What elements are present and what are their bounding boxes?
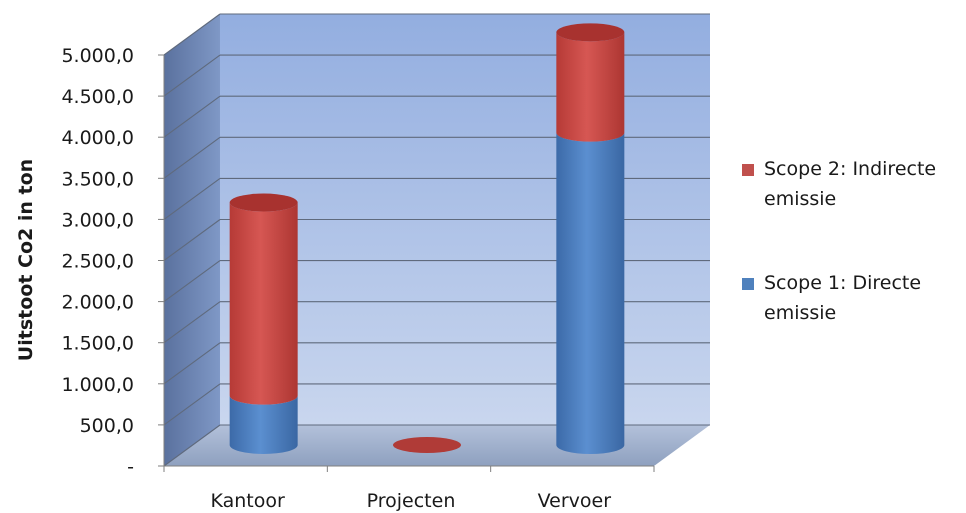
gridline-diagonal	[163, 136, 221, 179]
gridline-diagonal	[163, 95, 221, 138]
x-tick-label: Vervoer	[538, 490, 612, 512]
y-tick-label: 1.000,0	[61, 374, 134, 396]
bar-cap-kantoor	[229, 193, 298, 212]
bar-cap-vervoer	[556, 23, 625, 42]
legend-item-scope-1: Scope 1: Directe emissie	[742, 268, 962, 328]
y-tick-label: 1.500,0	[61, 333, 134, 355]
y-tick-label: 3.500,0	[61, 168, 134, 190]
y-axis-ticks: - 500,0 1.000,0 1.500,0 2.000,0 2.500,0 3.000,…	[61, 45, 164, 478]
y-tick-label: 500,0	[80, 415, 134, 437]
bars	[229, 23, 625, 455]
y-axis-title: Uitstoot Co2 in ton	[15, 159, 37, 361]
x-tick-label: Kantoor	[211, 490, 286, 512]
legend-label-scope-1: Scope 1: Directe emissie	[764, 272, 922, 324]
gridlines	[163, 13, 710, 467]
x-axis-labels: Kantoor Projecten Vervoer	[163, 466, 655, 512]
legend-swatch-scope-2	[742, 164, 754, 176]
bar-cap-projecten	[393, 437, 461, 453]
y-tick-label: 4.500,0	[61, 86, 134, 108]
bar-vervoer-scope-1	[556, 132, 625, 455]
gridline-diagonal	[163, 424, 221, 467]
gridline-diagonal	[163, 219, 221, 261]
y-tick-label: 3.000,0	[61, 209, 134, 231]
gridline-diagonal	[163, 54, 221, 97]
bar-kantoor-scope-2	[229, 202, 298, 405]
bar-kantoor-scope-1	[229, 395, 298, 454]
gridline-diagonal	[163, 383, 221, 426]
y-tick-label: 5.000,0	[61, 45, 134, 67]
gridline-diagonal	[163, 13, 221, 56]
legend-item-scope-2: Scope 2: Indirecte emissie	[742, 154, 962, 214]
legend-label-scope-2: Scope 2: Indirecte emissie	[764, 158, 937, 210]
x-tick-label: Projecten	[367, 490, 456, 512]
bar-vervoer-scope-2	[556, 32, 625, 142]
y-tick-label: 2.500,0	[61, 251, 134, 273]
y-tick-label: 4.000,0	[61, 127, 134, 149]
gridline-diagonal	[163, 177, 221, 220]
gridline-diagonal	[163, 342, 221, 385]
gridline-diagonal	[163, 301, 221, 344]
y-tick-label: -	[127, 456, 134, 478]
y-tick-label: 2.000,0	[61, 292, 134, 314]
legend: Scope 2: Indirecte emissie Scope 1: Dire…	[742, 154, 962, 382]
gridline-diagonal	[163, 260, 221, 303]
legend-swatch-scope-1	[742, 278, 754, 290]
